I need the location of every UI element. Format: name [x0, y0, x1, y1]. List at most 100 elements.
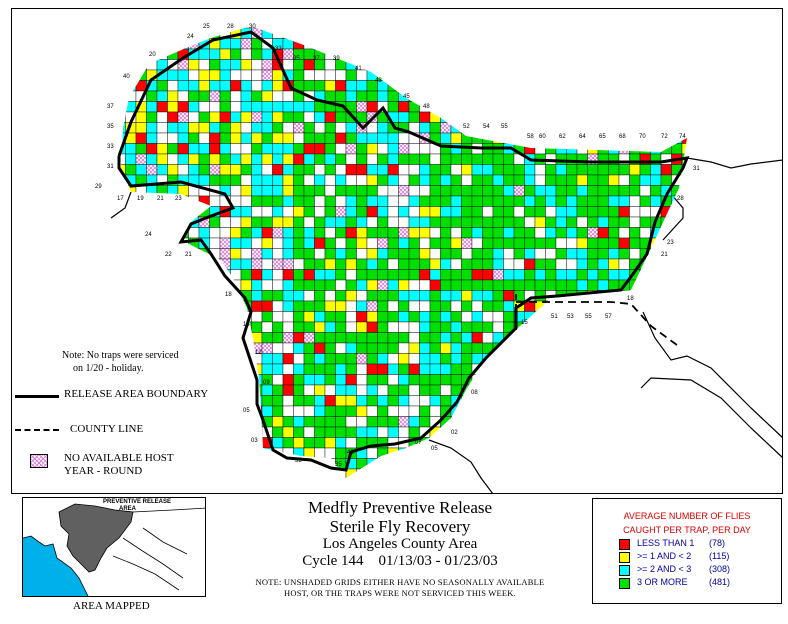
grid-cell — [482, 426, 494, 438]
grid-cell — [345, 405, 357, 417]
grid-cell — [198, 80, 210, 92]
grid-cell — [461, 38, 473, 50]
grid-cell — [681, 90, 687, 102]
grid-cell — [377, 90, 389, 102]
grid-cell — [513, 38, 525, 50]
legend-boundary-label: RELEASE AREA BOUNDARY — [64, 388, 209, 400]
grid-cell — [261, 395, 273, 407]
grid-cell — [429, 384, 441, 396]
grid-cell — [198, 300, 210, 312]
grid-cell — [293, 416, 305, 428]
grid-cell — [387, 174, 399, 186]
color-key: AVERAGE NUMBER OF FLIES CAUGHT PER TRAP,… — [592, 498, 782, 604]
grid-cell — [177, 437, 189, 449]
grid-cell — [377, 447, 389, 459]
grid-cell — [576, 227, 588, 239]
grid-cell — [671, 384, 683, 396]
grid-cell — [513, 185, 525, 197]
grid-cell — [177, 311, 189, 323]
grid-cell — [482, 164, 494, 176]
grid-cell — [408, 405, 420, 417]
grid-cell — [261, 363, 273, 375]
grid-cell — [597, 143, 609, 155]
grid-cell — [513, 258, 525, 270]
grid-cell — [156, 426, 168, 438]
grid-cell — [177, 374, 189, 386]
grid-cell — [482, 80, 494, 92]
grid-cell — [398, 227, 410, 239]
grid-cell — [125, 80, 137, 92]
grid-cell — [587, 216, 599, 228]
grid-label-bottom: 07 — [415, 440, 422, 446]
grid-cell — [251, 216, 263, 228]
grid-cell — [576, 48, 588, 60]
grid-cell — [440, 59, 452, 71]
grid-cell — [639, 447, 651, 459]
grid-cell — [314, 311, 326, 323]
grid-cell — [398, 59, 410, 71]
grid-cell — [629, 227, 641, 239]
grid-cell — [618, 111, 630, 123]
grid-cell — [261, 227, 273, 239]
grid-cell — [419, 122, 431, 134]
grid-cell — [587, 395, 599, 407]
grid-cell — [198, 90, 210, 102]
grid-cell — [324, 143, 336, 155]
grid-cell — [366, 458, 378, 470]
grid-cell — [482, 300, 494, 312]
grid-cell — [188, 101, 200, 113]
grid-cell — [209, 48, 221, 60]
grid-cell — [629, 447, 641, 459]
grid-cell — [513, 227, 525, 239]
grid-cell — [503, 363, 515, 375]
grid-cell — [230, 321, 242, 333]
grid-cell — [471, 111, 483, 123]
grid-cell — [693, 49, 704, 60]
grid-cell — [293, 69, 305, 81]
grid-cell — [534, 164, 546, 176]
grid-cell — [177, 122, 189, 134]
grid-cell — [240, 458, 252, 470]
grid-cell — [303, 185, 315, 197]
grid-cell — [345, 342, 357, 354]
grid-cell — [450, 458, 462, 470]
grid-cell — [534, 426, 546, 438]
grid-cell — [240, 153, 252, 165]
grid-cell — [461, 279, 473, 291]
grid-cell — [524, 458, 536, 470]
grid-cell — [240, 174, 252, 186]
grid-cell — [356, 279, 368, 291]
grid-cell — [366, 206, 378, 218]
grid-cell — [387, 374, 399, 386]
grid-label-top: 37 — [313, 56, 320, 62]
grid-label-top: 24 — [187, 34, 194, 40]
grid-cell — [240, 38, 252, 50]
grid-cell — [345, 27, 357, 39]
grid-cell — [629, 206, 641, 218]
grid-cell — [251, 206, 263, 218]
grid-cell — [408, 27, 420, 39]
grid-cell — [555, 237, 567, 249]
grid-cell — [545, 332, 557, 344]
grid-cell — [471, 132, 483, 144]
grid-cell — [156, 290, 168, 302]
grid-cell — [366, 300, 378, 312]
grid-cell — [660, 458, 672, 470]
grid-cell — [408, 143, 420, 155]
grid-cell — [693, 333, 704, 344]
grid-cell — [429, 27, 441, 39]
grid-label-left: 12 — [255, 350, 262, 356]
grid-cell — [608, 227, 620, 239]
grid-cell — [650, 27, 662, 39]
grid-cell — [503, 447, 515, 459]
grid-cell — [219, 69, 231, 81]
grid-cell — [513, 216, 525, 228]
grid-cell — [429, 269, 441, 281]
grid-cell — [671, 48, 683, 60]
grid-cell — [461, 353, 473, 365]
grid-cell — [156, 300, 168, 312]
grid-cell — [450, 216, 462, 228]
grid-cell — [440, 248, 452, 260]
grid-cell — [293, 426, 305, 438]
grid-cell — [387, 447, 399, 459]
